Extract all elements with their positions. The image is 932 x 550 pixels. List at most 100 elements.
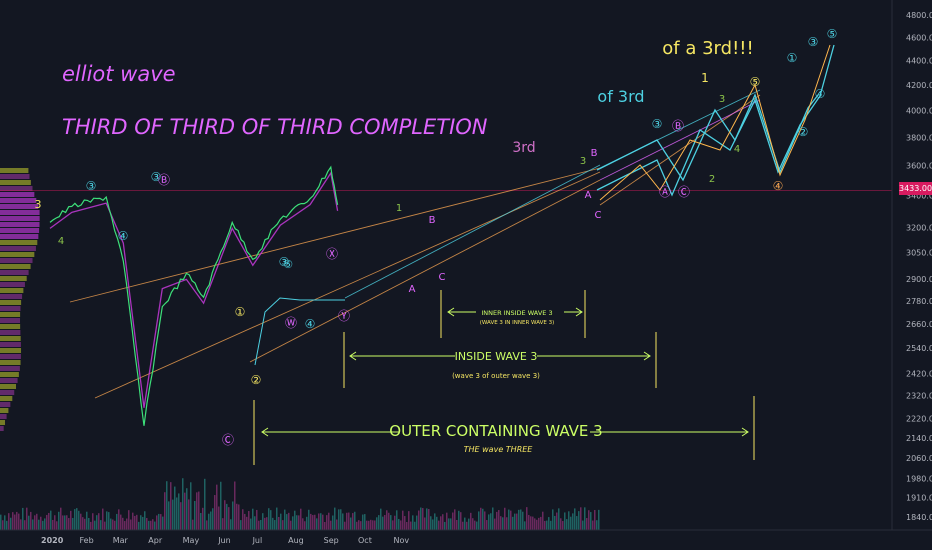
volume-bar	[168, 501, 170, 530]
volume-bar	[462, 521, 464, 530]
volume-bar	[268, 508, 270, 530]
volume-bar	[572, 513, 574, 530]
wave-label: Ⓑ	[672, 119, 684, 133]
volume-bar	[250, 518, 252, 530]
volume-bar	[548, 517, 550, 530]
y-tick-label: 2780.00	[906, 297, 932, 306]
volume-bar	[388, 512, 390, 530]
volume-bar	[266, 517, 268, 530]
volume-bar	[350, 517, 352, 530]
volume-bar	[204, 478, 206, 530]
y-tick-label: 2660.00	[906, 320, 932, 329]
volume-bar	[302, 518, 304, 530]
volume-bar	[208, 513, 210, 530]
volume-bar	[318, 513, 320, 530]
y-tick-label: 2900.00	[906, 275, 932, 284]
volume-bar	[528, 514, 530, 530]
profile-bar	[0, 192, 35, 197]
x-tick-label: Feb	[80, 536, 94, 545]
chart-subtitle: THIRD OF THIRD OF THIRD COMPLETION	[62, 115, 488, 139]
profile-bar	[0, 414, 7, 419]
wave-label: ③	[151, 170, 162, 184]
wave-label: ⑤	[283, 258, 293, 271]
volume-bar	[358, 520, 360, 530]
wave-label: ②	[251, 373, 262, 387]
profile-bar	[0, 384, 17, 389]
volume-bar	[72, 517, 74, 530]
y-tick-label: 4600.00	[906, 33, 932, 42]
inside-sub: (wave 3 of outer wave 3)	[452, 372, 540, 380]
volume-bar	[4, 515, 6, 530]
volume-bar	[252, 508, 254, 530]
volume-bar	[354, 511, 356, 530]
volume-bar	[352, 513, 354, 530]
volume-bar	[592, 520, 594, 530]
volume-bar	[134, 515, 136, 530]
volume-bar	[480, 507, 482, 530]
wave-projections	[254, 44, 835, 366]
volume-bar	[472, 518, 474, 530]
profile-bar	[0, 408, 9, 413]
volume-bar	[102, 508, 104, 530]
trendline	[69, 167, 601, 303]
x-tick-label: Nov	[394, 536, 410, 545]
volume-bar	[80, 513, 82, 530]
volume-bar	[90, 521, 92, 530]
volume-bar	[366, 520, 368, 530]
volume-profile	[0, 168, 40, 431]
volume-bar	[432, 519, 434, 530]
volume-bar	[564, 512, 566, 530]
volume-bar	[508, 509, 510, 530]
profile-bar	[0, 258, 33, 263]
profile-bar	[0, 354, 21, 359]
wave-label: 3	[35, 198, 42, 211]
volume-bar	[526, 507, 528, 530]
volume-bar	[530, 516, 532, 530]
y-tick-label: 2420.00	[906, 370, 932, 379]
volume-bar	[440, 516, 442, 530]
volume-bar	[586, 518, 588, 530]
volume-bar	[228, 507, 230, 530]
volume-bar	[278, 516, 280, 530]
profile-bar	[0, 336, 21, 341]
profile-bar	[0, 372, 19, 377]
profile-bar	[0, 360, 21, 365]
volume-bar	[550, 520, 552, 530]
wave-label: C	[595, 210, 602, 221]
volume-bar	[202, 507, 204, 530]
volume-bar	[538, 517, 540, 530]
volume-bar	[396, 510, 398, 530]
y-tick-label: 3050.00	[906, 248, 932, 257]
x-tick-label: May	[183, 536, 200, 545]
profile-bar	[0, 324, 21, 329]
volume-bar	[384, 515, 386, 530]
volume-bar	[446, 512, 448, 530]
volume-bar	[166, 481, 168, 530]
volume-bar	[442, 514, 444, 530]
volume-bar	[584, 507, 586, 530]
volume-bar	[178, 493, 180, 530]
outer-arrow-head-left	[261, 427, 269, 437]
volume-bar	[322, 514, 324, 530]
volume-bar	[56, 521, 58, 530]
volume-bar	[182, 478, 184, 530]
volume-bar	[372, 520, 374, 530]
y-tick-label: 2320.00	[906, 392, 932, 401]
wave-label: Ⓨ	[338, 309, 350, 323]
wave-label: Ⓒ	[678, 185, 690, 199]
y-axis: 4800.00 4600.00 4400.00 4200.00 4000.00 3800.…	[891, 0, 932, 530]
volume-bar	[232, 501, 234, 530]
volume-bar	[240, 520, 242, 530]
profile-bar	[0, 402, 11, 407]
volume-bar	[12, 512, 14, 530]
volume-bar	[404, 516, 406, 530]
volume-bar	[482, 508, 484, 530]
x-tick-label: Sep	[324, 536, 339, 545]
volume-bar	[270, 510, 272, 530]
volume-bar	[470, 512, 472, 530]
volume-bar	[536, 519, 538, 530]
profile-bar	[0, 264, 31, 269]
volume-bar	[474, 520, 476, 530]
volume-bar	[160, 514, 162, 530]
volume-bar	[486, 520, 488, 530]
